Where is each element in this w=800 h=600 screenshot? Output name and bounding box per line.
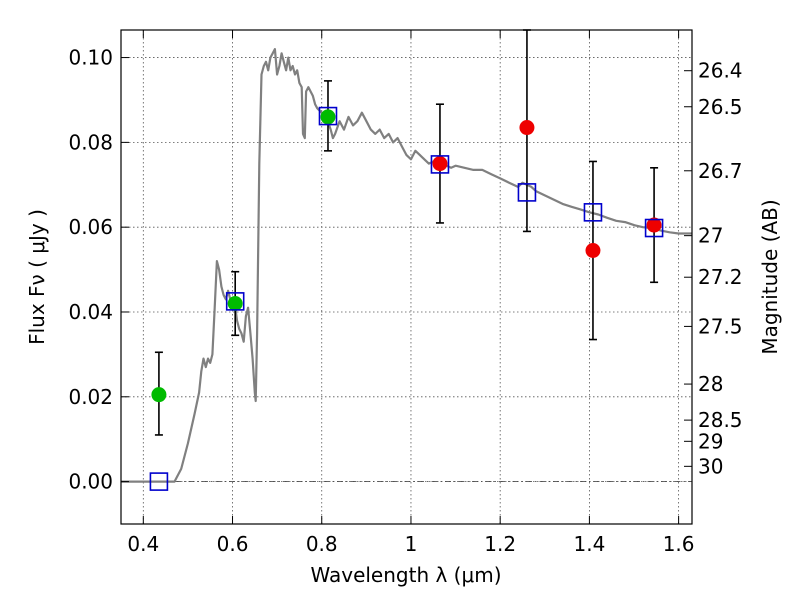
x-tick-label: 1.4 — [573, 532, 605, 556]
grid-lines — [121, 30, 692, 524]
x-tick-label: 1 — [405, 532, 418, 556]
y2-tick-label: 27.2 — [698, 265, 743, 289]
model-band-square — [225, 292, 245, 311]
green-data-point — [227, 296, 243, 312]
y-tick-label: 0.04 — [68, 300, 113, 324]
model-sed-layer — [121, 48, 692, 483]
model-band-square — [318, 106, 338, 126]
markers — [149, 106, 664, 491]
model-band-square — [517, 183, 537, 202]
plot-frame — [120, 29, 693, 525]
y-tick-label: 0.00 — [68, 470, 113, 494]
error-bars — [154, 29, 659, 436]
x-tick-label: 0.6 — [217, 532, 249, 556]
model-band-square — [149, 472, 169, 491]
y2-axis-label: Magnitude (AB) — [758, 199, 782, 354]
model-sed-line — [121, 48, 692, 483]
y-tick-label: 0.10 — [68, 46, 113, 70]
y2-tick-label: 29 — [698, 429, 723, 453]
x-tick-label: 0.8 — [306, 532, 338, 556]
model-band-square — [430, 155, 450, 174]
x-tick-label: 0.4 — [127, 532, 159, 556]
model-band-square — [583, 203, 603, 222]
red-data-point — [519, 120, 535, 136]
y2-tick-label: 28.5 — [698, 408, 743, 432]
green-data-point — [151, 387, 167, 403]
y2-tick-label: 27 — [698, 224, 723, 248]
red-data-point — [585, 242, 601, 258]
model-band-square — [644, 218, 664, 238]
ticks: 0.4 0.6 0.8 1 1.2 1.4 1.6 0.00 0.02 0.04 0.06 0.08 0… — [68, 30, 743, 556]
x-tick-label: 1.2 — [484, 532, 516, 556]
y2-tick-label: 26.5 — [698, 95, 743, 119]
y-tick-label: 0.08 — [68, 130, 113, 154]
y-tick-label: 0.06 — [68, 215, 113, 239]
y-tick-label: 0.02 — [68, 385, 113, 409]
green-data-point — [320, 109, 336, 125]
y2-tick-label: 28 — [698, 372, 723, 396]
y2-tick-label: 26.4 — [698, 59, 743, 83]
x-axis-label: Wavelength λ (μm) — [310, 563, 501, 587]
y-axis-label: Flux Fν ( μJy ) — [25, 209, 49, 345]
red-data-point — [432, 156, 448, 172]
y2-tick-label: 30 — [698, 454, 723, 478]
y2-tick-label: 26.7 — [698, 159, 743, 183]
y2-tick-label: 27.5 — [698, 314, 743, 338]
red-data-point — [646, 217, 662, 233]
x-tick-label: 1.6 — [663, 532, 695, 556]
